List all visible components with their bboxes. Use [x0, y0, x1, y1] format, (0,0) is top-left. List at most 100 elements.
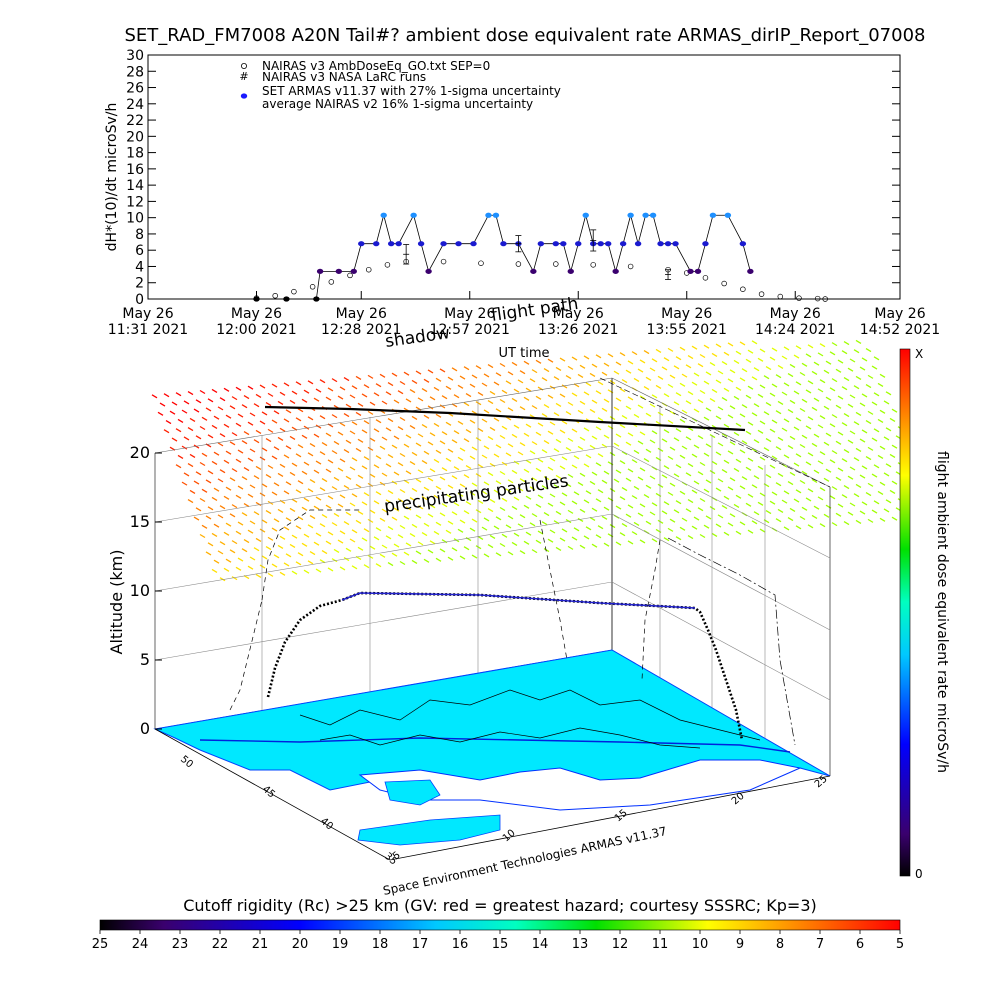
particle-vector — [585, 526, 592, 531]
particle-vector — [549, 421, 556, 426]
particle-vector — [841, 458, 848, 463]
particle-vector — [559, 537, 566, 542]
particle-vector — [351, 421, 358, 426]
particle-vector — [855, 411, 862, 417]
particle-vector — [541, 521, 548, 526]
particle-vector — [367, 410, 374, 415]
particle-vector — [597, 417, 604, 422]
particle-vector — [691, 453, 698, 458]
particle-vector — [271, 491, 278, 496]
nairas-v3-point — [796, 295, 802, 301]
particle-vector — [255, 465, 262, 471]
particle-vector — [481, 490, 488, 495]
particle-vector — [787, 517, 794, 522]
armas-point — [410, 212, 417, 218]
particle-vector — [711, 460, 718, 465]
particle-vector — [601, 515, 608, 520]
particle-vector — [459, 375, 466, 380]
particle-vector — [289, 399, 296, 404]
particle-vector — [331, 378, 338, 383]
particle-vector — [543, 403, 550, 409]
particle-vector — [643, 385, 650, 391]
series-layer — [253, 212, 828, 302]
particle-vector — [333, 440, 340, 445]
particle-vector — [711, 388, 718, 393]
particle-vector — [601, 479, 608, 484]
particle-vector — [597, 453, 604, 458]
particle-vector — [825, 432, 832, 437]
particle-vector — [265, 474, 272, 479]
particle-vector — [213, 415, 220, 420]
particle-vector — [381, 400, 388, 405]
particle-vector — [627, 396, 634, 401]
particle-vector — [223, 495, 230, 500]
particle-vector — [585, 382, 592, 387]
particle-vector — [759, 492, 766, 497]
particle-vector — [331, 450, 338, 455]
particle-vector — [685, 508, 692, 513]
particle-vector — [625, 405, 632, 410]
nairas-v3-point — [822, 296, 828, 302]
particle-vector — [753, 511, 760, 516]
particle-vector — [579, 472, 586, 477]
particle-vector — [621, 522, 628, 528]
particle-vector — [349, 502, 356, 507]
particle-vector — [625, 513, 632, 518]
nairas-v3-point — [365, 266, 372, 273]
particle-vector — [435, 521, 442, 526]
longitude-tick-label: 20 — [730, 791, 747, 808]
particle-vector — [751, 412, 758, 417]
particle-vector — [393, 399, 400, 404]
particle-vector — [775, 410, 782, 415]
particle-vector — [619, 496, 626, 501]
particle-vector — [559, 429, 566, 434]
particle-vector — [481, 454, 488, 459]
particle-vector — [295, 417, 302, 422]
particle-vector — [871, 401, 878, 406]
particle-vector — [201, 452, 208, 457]
particle-vector — [549, 493, 556, 498]
x-tick-date: May 26 — [770, 306, 821, 322]
particle-vector — [237, 485, 244, 490]
armas-point — [537, 241, 545, 247]
particle-vector — [469, 527, 476, 532]
particle-vector — [235, 386, 242, 391]
particle-vector — [781, 391, 788, 396]
particle-vector — [705, 407, 712, 412]
particle-vector — [679, 490, 686, 495]
particle-vector — [535, 503, 542, 508]
shadow-projection — [261, 509, 360, 601]
particle-vector — [387, 490, 394, 495]
particle-vector — [817, 424, 824, 429]
particle-vector — [403, 551, 410, 556]
particle-vector — [231, 540, 238, 545]
particle-vector — [267, 392, 274, 397]
particle-vector — [505, 488, 512, 493]
particle-vector — [783, 382, 790, 387]
y-tick-label: 22 — [126, 113, 144, 129]
particle-vector — [681, 517, 688, 522]
particle-vector — [765, 366, 772, 371]
particle-vector — [273, 446, 280, 451]
particle-vector — [699, 497, 706, 503]
armas-point — [694, 268, 702, 274]
particle-vector — [445, 385, 452, 390]
particle-vector — [753, 475, 760, 480]
y-tick-label: 8 — [135, 227, 144, 243]
particle-vector — [747, 349, 754, 354]
particle-vector — [789, 507, 796, 512]
particle-vector — [603, 398, 610, 403]
particle-vector — [343, 484, 350, 490]
particle-vector — [801, 398, 808, 403]
particle-vector — [439, 440, 446, 445]
particle-vector — [721, 360, 728, 366]
particle-vector — [267, 572, 274, 577]
particle-vector — [363, 420, 370, 425]
particle-vector — [427, 405, 434, 410]
particle-vector — [693, 516, 700, 521]
particle-vector — [211, 388, 218, 393]
particle-vector — [559, 393, 566, 398]
armas-point — [316, 268, 324, 274]
particle-vector — [397, 426, 404, 431]
particle-vector — [417, 433, 424, 438]
